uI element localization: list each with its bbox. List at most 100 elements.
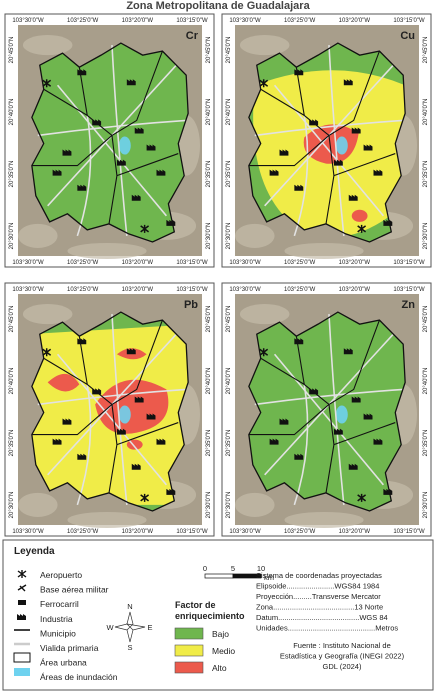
lon-label: 103°30'0"W xyxy=(229,529,261,535)
industry-icon xyxy=(309,388,319,395)
urban-boundary xyxy=(248,42,406,243)
legend-item: Vialida primaria xyxy=(40,643,99,653)
airport-icon xyxy=(42,348,52,357)
industry-icon xyxy=(373,438,383,445)
lat-label: 20°35'0"N xyxy=(206,161,212,188)
industry-icon xyxy=(279,149,289,156)
compass-rose xyxy=(114,611,146,643)
terrain-relief xyxy=(239,35,290,56)
source-line: Fuente : Instituto Nacional de xyxy=(293,641,391,650)
map-panel: Cr 103°30'0"W 103°30'0"W 103°25'0"W 103°25'0… xyxy=(4,13,215,268)
lon-label: 103°15'0"W xyxy=(176,529,208,535)
industry-icon xyxy=(333,428,343,435)
lat-label: 20°35'0"N xyxy=(423,161,429,188)
lat-label: 20°45'0"N xyxy=(9,37,15,64)
industry-icon xyxy=(166,219,176,226)
lat-label: 20°40'0"N xyxy=(206,99,212,126)
legend-title: Leyenda xyxy=(14,546,55,557)
lon-label: 103°15'0"W xyxy=(393,18,425,24)
lat-label: 20°35'0"N xyxy=(226,161,232,188)
municipio-line xyxy=(116,422,179,446)
lon-label: 103°30'0"W xyxy=(229,18,261,24)
industry-icon xyxy=(269,438,279,445)
industry-icon xyxy=(77,184,87,191)
map-panel: Cu 103°30'0"W 103°30'0"W 103°25'0"W 103°25'0… xyxy=(221,13,432,268)
lat-label: 20°30'0"N xyxy=(226,492,232,519)
flood-area xyxy=(335,136,348,155)
projection-line: Sistema de coordenadas proyectadas xyxy=(256,571,382,580)
lon-label: 103°20'0"W xyxy=(122,18,154,24)
industry-icon xyxy=(92,388,102,395)
industry-icon xyxy=(52,438,62,445)
industry-icon xyxy=(279,418,289,425)
legend-item: Área urbana xyxy=(40,658,87,668)
lon-label: 103°20'0"W xyxy=(339,260,371,266)
map-panel: Zn 103°30'0"W 103°30'0"W 103°25'0"W 103°25'0… xyxy=(221,282,432,537)
compass-letter: E xyxy=(147,623,152,632)
factor-swatch xyxy=(174,644,204,657)
municipio-line xyxy=(333,153,396,177)
industry-icon xyxy=(131,463,141,470)
legend: Leyenda Aeropuerto Base aérea militar Ferr… xyxy=(2,539,434,691)
terrain-relief xyxy=(22,35,73,56)
lon-label: 103°25'0"W xyxy=(284,287,316,293)
lat-label: 20°40'0"N xyxy=(9,99,15,126)
road xyxy=(328,45,345,236)
lat-label: 20°35'0"N xyxy=(206,430,212,457)
municipio-line xyxy=(260,357,305,385)
lat-label: 20°40'0"N xyxy=(206,368,212,395)
lat-label: 20°45'0"N xyxy=(423,306,429,333)
urban-area xyxy=(31,43,189,242)
industry-icon xyxy=(363,144,373,151)
municipio-line xyxy=(248,404,330,436)
lat-label: 20°35'0"N xyxy=(9,430,15,457)
legend-item: Aeropuerto xyxy=(40,570,82,580)
lat-label: 20°45'0"N xyxy=(226,306,232,333)
lat-label: 20°40'0"N xyxy=(226,368,232,395)
airport-icon xyxy=(357,493,367,502)
municipio-line xyxy=(31,404,113,436)
zone-alto xyxy=(47,373,80,392)
lon-label: 103°20'0"W xyxy=(122,260,154,266)
industry-icon xyxy=(17,614,26,620)
panel-label: Cr xyxy=(186,30,199,42)
terrain-relief xyxy=(284,511,364,529)
lat-label: 20°45'0"N xyxy=(206,306,212,333)
industry-icon xyxy=(348,463,358,470)
lon-label: 103°20'0"W xyxy=(122,287,154,293)
road xyxy=(111,314,128,505)
lat-label: 20°45'0"N xyxy=(206,37,212,64)
industry-icon xyxy=(77,453,87,460)
industry-icon xyxy=(363,413,373,420)
industry-icon xyxy=(62,418,72,425)
road xyxy=(273,84,384,217)
panels: Cr 103°30'0"W 103°30'0"W 103°25'0"W 103°25'0… xyxy=(4,13,432,537)
lon-label: 103°25'0"W xyxy=(284,18,316,24)
road xyxy=(56,353,167,486)
road xyxy=(111,45,128,236)
terrain-relief xyxy=(235,492,275,517)
panel-label: Zn xyxy=(402,299,416,311)
lat-label: 20°35'0"N xyxy=(423,430,429,457)
map xyxy=(235,294,419,529)
industry-icon xyxy=(343,79,353,86)
lat-label: 20°45'0"N xyxy=(9,306,15,333)
compass-letter: N xyxy=(127,602,132,611)
municipio-line xyxy=(31,135,113,167)
industry-icon xyxy=(269,169,279,176)
road xyxy=(76,384,92,506)
map-panel: Pb 103°30'0"W 103°30'0"W 103°25'0"W 103°25'0… xyxy=(4,282,215,537)
lon-label: 103°30'0"W xyxy=(229,260,261,266)
lon-label: 103°20'0"W xyxy=(122,529,154,535)
legend-item: Industria xyxy=(40,614,73,624)
source-line: Estadística y Geografía (INEGI 2022) xyxy=(280,652,405,661)
lon-label: 103°20'0"W xyxy=(339,529,371,535)
lon-label: 103°30'0"W xyxy=(12,260,44,266)
title: Zona Metropolitana de Guadalajara xyxy=(126,0,310,12)
lon-label: 103°25'0"W xyxy=(67,260,99,266)
industry-icon xyxy=(166,488,176,495)
factor-label: Alto xyxy=(212,663,227,673)
lon-label: 103°25'0"W xyxy=(67,18,99,24)
road xyxy=(37,388,187,406)
military-icon xyxy=(17,584,27,592)
